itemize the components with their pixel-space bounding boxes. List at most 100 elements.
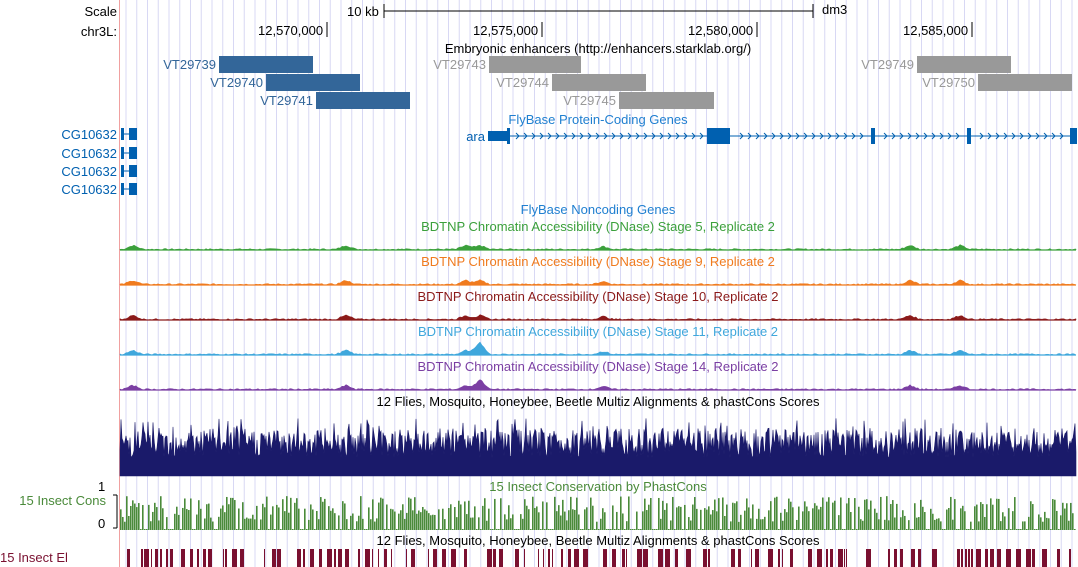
cons-bar (162, 508, 164, 530)
cons-bar (348, 529, 350, 530)
cg10632-gene-models (121, 128, 137, 195)
cons-bar (556, 511, 558, 530)
dnase-stage14-title[interactable]: BDTNP Chromatin Accessibility (DNase) St… (417, 359, 779, 374)
element-block (391, 549, 392, 567)
gene-label-cg10632[interactable]: CG10632 (61, 164, 117, 179)
cons-bar (606, 529, 608, 530)
enhancers-track-title[interactable]: Embryonic enhancers (http://enhancers.st… (444, 41, 752, 56)
intron-chevron (819, 132, 824, 140)
protein-coding-track-title[interactable]: FlyBase Protein-Coding Genes (508, 112, 688, 127)
cons-bar (926, 529, 928, 530)
intron-chevron (587, 132, 592, 140)
cons-bar (696, 508, 698, 530)
cons-bar (728, 529, 730, 530)
cons-bar (734, 503, 736, 530)
element-block (703, 549, 707, 567)
enhancer-label-vt29750[interactable]: VT29750 (922, 75, 975, 90)
cons-bar (266, 496, 268, 530)
cons-bar (970, 521, 972, 530)
cons-bar (826, 501, 828, 530)
element-block (888, 549, 890, 567)
cons-bar (628, 496, 630, 530)
cons-bar (594, 529, 596, 530)
cons-bar (134, 503, 136, 530)
cons-bar (722, 497, 724, 530)
cons-bar (284, 511, 286, 530)
cons-bar (304, 508, 306, 530)
gene-label-cg10632[interactable]: CG10632 (61, 182, 117, 197)
dnase-stage5-title[interactable]: BDTNP Chromatin Accessibility (DNase) St… (421, 219, 775, 234)
intron-chevron (827, 132, 832, 140)
gene-label-ara[interactable]: ara (466, 129, 485, 144)
intron-chevron (651, 132, 656, 140)
intron-chevron (771, 132, 776, 140)
cons-bar (332, 508, 334, 530)
cons-bar (128, 515, 130, 530)
cons-bar (524, 499, 526, 530)
cons-bar (558, 505, 560, 530)
intron-chevron (939, 132, 944, 140)
noncoding-track-title[interactable]: FlyBase Noncoding Genes (520, 202, 676, 217)
cons-bar (448, 508, 450, 530)
cons-bar (794, 529, 796, 530)
cons-bar (1016, 529, 1018, 530)
enhancer-label-vt29739[interactable]: VT29739 (163, 57, 216, 72)
element-block (358, 549, 360, 567)
cons-bar (318, 519, 320, 530)
cons-bar (336, 529, 338, 530)
cons-bar (562, 499, 564, 530)
enhancer-label-vt29744[interactable]: VT29744 (496, 75, 549, 90)
element-block (968, 549, 970, 567)
cons-bar (182, 507, 184, 530)
element-block (751, 549, 752, 567)
element-block (223, 549, 224, 567)
cons-bar (530, 529, 532, 530)
cons-bar (604, 512, 606, 530)
cons-bar (906, 529, 908, 530)
dnase-stage11-title[interactable]: BDTNP Chromatin Accessibility (DNase) St… (417, 324, 779, 339)
cons-bar (702, 529, 704, 530)
cons-bar (648, 504, 650, 530)
element-block (658, 549, 663, 567)
cons-bar (966, 529, 968, 530)
dnase-stage9-title[interactable]: BDTNP Chromatin Accessibility (DNase) St… (421, 254, 775, 269)
enhancer-label-vt29745[interactable]: VT29745 (563, 93, 616, 108)
multiz-track-title[interactable]: 12 Flies, Mosquito, Honeybee, Beetle Mul… (376, 394, 820, 409)
cons-bar (704, 508, 706, 530)
cons-bar (948, 507, 950, 530)
cons-bar (178, 514, 180, 530)
cons-bar (356, 521, 358, 530)
elements-track-title[interactable]: 12 Flies, Mosquito, Honeybee, Beetle Mul… (376, 533, 820, 548)
element-block (561, 549, 563, 567)
enhancer-label-vt29749[interactable]: VT29749 (861, 57, 914, 72)
elements-side-label[interactable]: 15 Insect El (0, 550, 68, 565)
cons-bar (146, 529, 148, 530)
intron-chevron (987, 132, 992, 140)
cons-bar (262, 503, 264, 530)
cons-bar (620, 496, 622, 530)
gene-label-cg10632[interactable]: CG10632 (61, 127, 117, 142)
intron-chevron (755, 132, 760, 140)
cons-bar (694, 497, 696, 530)
element-block (372, 549, 373, 567)
cons-bar (850, 512, 852, 530)
cons-bar (246, 517, 248, 530)
cons-bar (1012, 511, 1014, 530)
phastcons-side-label[interactable]: 15 Insect Cons (19, 493, 106, 508)
dnase-stage10-title[interactable]: BDTNP Chromatin Accessibility (DNase) St… (417, 289, 779, 304)
enhancer-label-vt29740[interactable]: VT29740 (210, 75, 263, 90)
enhancer-label-vt29743[interactable]: VT29743 (433, 57, 486, 72)
cons-bar (442, 508, 444, 530)
cons-bar (974, 506, 976, 530)
element-block (190, 549, 193, 567)
phastcons-track-title[interactable]: 15 Insect Conservation by PhastCons (489, 479, 707, 494)
element-block (548, 549, 550, 567)
gene-label-cg10632[interactable]: CG10632 (61, 146, 117, 161)
cons-bar (256, 505, 258, 530)
enhancer-label-vt29741[interactable]: VT29741 (260, 93, 313, 108)
element-block (1032, 549, 1035, 567)
element-block (515, 549, 519, 567)
cons-bar (218, 516, 220, 530)
